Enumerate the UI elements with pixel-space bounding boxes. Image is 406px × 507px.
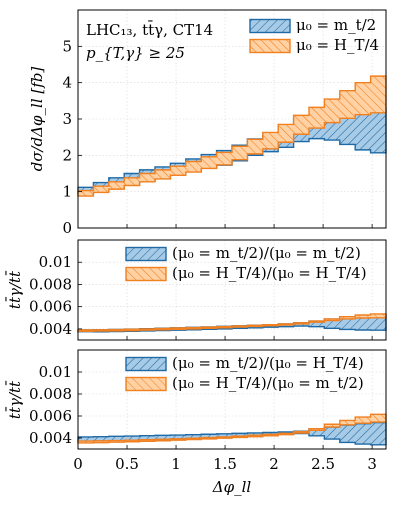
plot-frame-middle [77,239,387,341]
legend-swatch-orange [125,376,167,392]
legend-swatch-orange [125,266,167,282]
x-tick-label: 0.5 [115,455,139,473]
legend-swatch-blue [125,356,167,372]
legend-bottom: (μ₀ = m_t/2)/(μ₀ = H_T/4) (μ₀ = H_T/4)/(μ… [125,354,364,392]
y-tick-label: 1 [62,183,72,201]
annotation-process: LHC₁₃, tt̄γ, CT14 [86,21,213,39]
legend-swatch-blue [125,246,167,262]
ylabel-bottom: tt̄γ/tt̄ [6,380,24,419]
legend-label-blue: μ₀ = m_t/2 [296,16,376,34]
y-tick-label: 0.01 [39,253,72,271]
y-tick-label: 0 [62,219,72,237]
xlabel: Δφ_ll [212,478,252,496]
yticks-middle: 0.004 0.006 0.008 0.01 [29,253,373,340]
y-tick-label: 4 [62,74,72,92]
x-tick-label: 0 [73,455,83,473]
legend-label-orange: (μ₀ = H_T/4)/(μ₀ = m_t/2) [172,374,364,392]
y-tick-label: 0.006 [29,407,72,425]
x-tick-label: 2.5 [311,455,335,473]
legend-label-orange: μ₀ = H_T/4 [296,36,379,54]
y-tick-label: 0.006 [29,298,72,316]
annotation-cut: p_{T,γ} ≥ 25 [86,44,185,62]
x-tick-label: 1.5 [213,455,237,473]
yticks-bottom: 0.004 0.006 0.008 0.01 [29,363,82,447]
legend-label-orange: (μ₀ = H_T/4)/(μ₀ = H_T/4) [172,264,367,282]
yticks-top: 0 1 2 3 4 5 [62,37,373,237]
panel-bottom: 0.004 0.006 0.008 0.01 0 0.5 1 1.5 2 2.5 3 tt̄γ/t… [6,349,387,496]
legend-swatch-orange [249,38,291,54]
y-tick-label: 3 [62,110,72,128]
bands-top [77,75,387,197]
legend-middle: (μ₀ = m_t/2)/(μ₀ = m_t/2) (μ₀ = H_T/4)/(μ… [125,244,367,282]
y-tick-label: 0.004 [29,320,72,338]
y-tick-label: 0.008 [29,275,72,293]
plot-frame-bottom [77,349,387,450]
ylabel-middle: tt̄γ/tt̄ [6,270,24,309]
legend-swatch-blue [249,18,291,34]
y-tick-label: 0.004 [29,429,72,447]
x-tick-label: 1 [171,455,181,473]
y-tick-label: 5 [62,37,72,55]
bands-middle [77,313,387,333]
y-tick-label: 0.01 [39,363,72,381]
y-tick-label: 0.008 [29,385,72,403]
bands-bottom [77,413,387,446]
xticks-bottom: 0 0.5 1 1.5 2 2.5 3 [73,445,377,473]
y-tick-label: 2 [62,146,72,164]
x-tick-label: 2 [269,455,279,473]
x-tick-label: 3 [367,455,377,473]
ylabel-top: dσ/dΔφ_ll [fb] [28,67,46,172]
legend-label-blue: (μ₀ = m_t/2)/(μ₀ = m_t/2) [172,244,361,262]
legend-label-blue: (μ₀ = m_t/2)/(μ₀ = H_T/4) [172,354,364,372]
legend-top: μ₀ = m_t/2 μ₀ = H_T/4 [249,16,379,54]
panel-middle: 0.004 0.006 0.008 0.01 tt̄γ/tt̄ (μ₀ = m_t/2… [6,239,387,341]
